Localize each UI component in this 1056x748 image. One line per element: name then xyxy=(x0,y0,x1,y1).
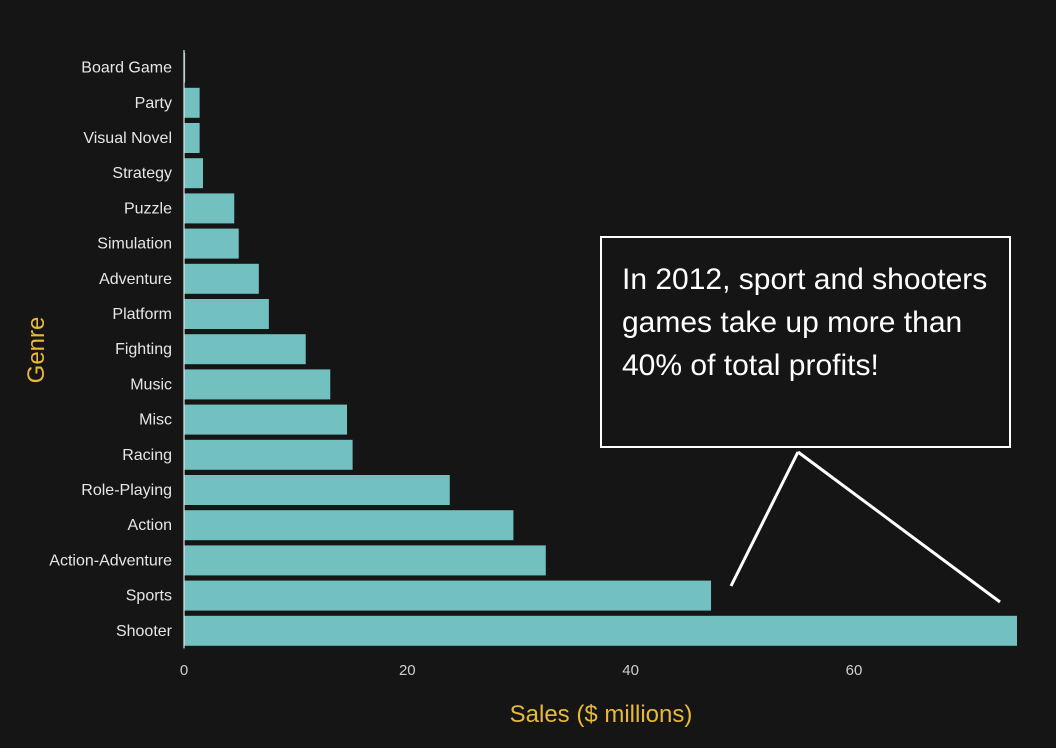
x-tick-labels: 0 20 40 60 xyxy=(180,662,862,679)
bar-puzzle xyxy=(184,193,235,224)
x-tick-label: 60 xyxy=(846,662,863,679)
x-tick-label: 0 xyxy=(180,662,188,679)
y-tick-label: Misc xyxy=(139,412,172,429)
y-tick-label: Platform xyxy=(112,306,172,323)
annotation-pointer-line-right xyxy=(797,450,1001,604)
bar-adventure xyxy=(184,263,259,294)
y-tick-label: Party xyxy=(135,95,172,112)
bar-fighting xyxy=(184,334,306,365)
bar-misc xyxy=(184,404,348,435)
bar-strategy xyxy=(184,158,203,189)
bar-party xyxy=(184,87,200,118)
bar-simulation xyxy=(184,228,239,259)
y-tick-label: Sports xyxy=(126,588,172,605)
y-tick-label: Role-Playing xyxy=(81,482,172,499)
annotation-pointer xyxy=(729,450,1001,604)
bar-visual-novel xyxy=(184,123,200,153)
y-tick-label: Board Game xyxy=(81,60,172,77)
x-tick-label: 40 xyxy=(622,662,639,679)
bar-role-playing xyxy=(184,475,450,505)
y-tick-label: Adventure xyxy=(99,271,172,288)
y-tick-label: Action xyxy=(128,517,172,534)
bar-action xyxy=(184,510,514,541)
y-tick-label: Visual Novel xyxy=(83,130,172,147)
bar-racing xyxy=(184,439,353,470)
y-tick-label: Strategy xyxy=(112,165,172,182)
y-tick-label: Simulation xyxy=(97,236,172,253)
x-axis-title: Sales ($ millions) xyxy=(510,701,693,728)
bar-action-adventure xyxy=(184,545,546,576)
y-tick-label: Action-Adventure xyxy=(49,552,172,569)
y-tick-label: Shooter xyxy=(116,623,173,640)
y-tick-label: Music xyxy=(130,376,172,393)
annotation-pointer-line-left xyxy=(729,451,800,587)
x-tick-label: 20 xyxy=(399,662,416,679)
bar-platform xyxy=(184,299,269,329)
bar-music xyxy=(184,369,331,400)
annotation-box: In 2012, sport and shooters games take u… xyxy=(600,236,1011,448)
y-tick-labels: Board Game Party Visual Novel Strategy Puzzl… xyxy=(49,60,172,640)
bar-sports xyxy=(184,580,712,611)
y-axis-title: Genre xyxy=(23,317,50,384)
bars-layer xyxy=(184,52,1017,646)
y-tick-label: Puzzle xyxy=(124,200,172,217)
y-tick-label: Racing xyxy=(122,447,172,464)
bar-shooter xyxy=(184,615,1017,646)
y-tick-label: Fighting xyxy=(115,341,172,358)
